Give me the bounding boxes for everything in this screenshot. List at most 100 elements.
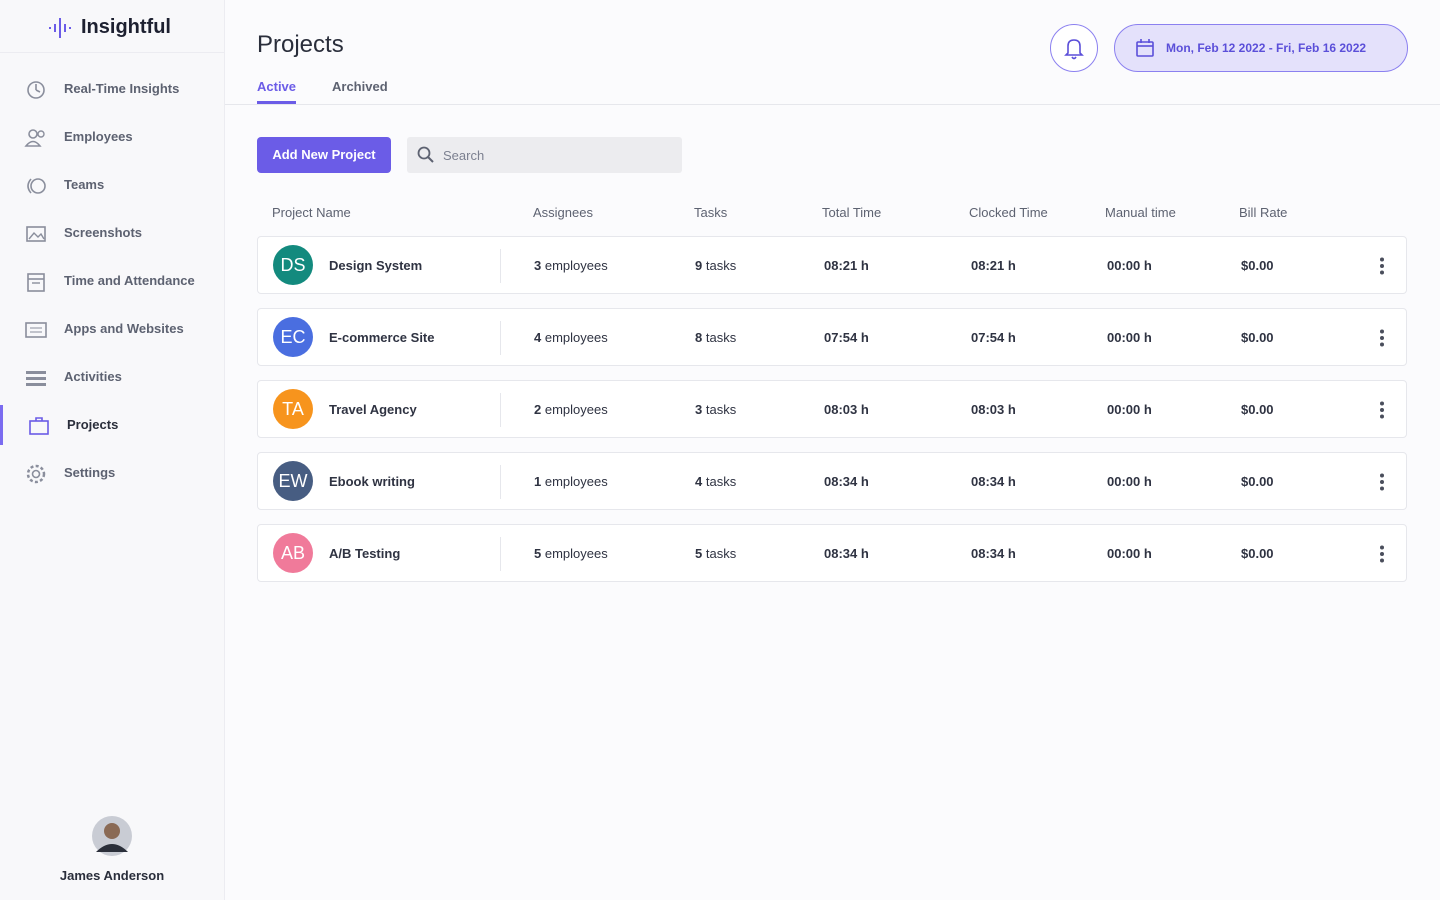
assignee-count: 1 [534,474,542,489]
project-avatar: AB [273,533,313,573]
date-range-button[interactable]: Mon, Feb 12 2022 - Fri, Feb 16 2022 [1114,24,1408,72]
assignee-count: 3 [534,258,542,273]
task-count: 9 [695,258,703,273]
nav-label: Screenshots [64,225,143,240]
column-header: Manual time [1105,205,1176,220]
assignee-unit: employees [544,474,608,489]
project-name: E-commerce Site [329,330,435,345]
divider [500,537,501,571]
column-header: Clocked Time [969,205,1048,220]
task-unit: tasks [705,546,737,561]
nav-label: Time and Attendance [64,273,195,288]
tab[interactable]: Active [257,79,297,104]
assignee-count: 4 [534,330,542,345]
project-row[interactable]: EC E-commerce Site 4 employees 8 tasks 07:54… [257,308,1407,366]
task-count: 3 [695,402,703,417]
nav-label: Settings [64,465,116,480]
divider [0,52,224,53]
task-count: 5 [695,546,703,561]
assignees: 3 employees [534,258,608,273]
total-time: 08:34 h [824,474,869,489]
column-header: Project Name [272,205,351,220]
nav-icon [29,417,49,435]
nav-label: Activities [64,369,122,384]
nav-item[interactable]: Employees [0,117,224,157]
nav-item[interactable]: Real-Time Insights [0,69,224,109]
nav-item[interactable]: Teams [0,165,224,205]
project-name: Design System [329,258,423,273]
manual-time: 00:00 h [1107,474,1152,489]
assignees: 5 employees [534,546,608,561]
task-unit: tasks [705,474,737,489]
project-row[interactable]: AB A/B Testing 5 employees 5 tasks 08:34 h 08… [257,524,1407,582]
task-unit: tasks [705,402,737,417]
task-unit: tasks [705,330,737,345]
divider [500,393,501,427]
row-menu[interactable] [1372,329,1392,347]
nav-item[interactable]: Activities [0,357,224,397]
project-name: Ebook writing [329,474,415,489]
assignees: 1 employees [534,474,608,489]
date-range: Mon, Feb 12 2022 - Fri, Feb 16 2022 [1166,41,1367,55]
bill-rate: $0.00 [1241,474,1274,489]
clocked-time: 08:21 h [971,258,1016,273]
nav-icon [26,226,46,242]
nav-label: Projects [67,417,119,432]
search-input[interactable]: Search [407,137,682,173]
project-row[interactable]: EW Ebook writing 1 employees 4 tasks 08:34 h… [257,452,1407,510]
row-menu[interactable] [1372,401,1392,419]
tab[interactable]: Archived [332,79,388,94]
project-name: Travel Agency [329,402,417,417]
nav-item[interactable]: Projects [0,405,224,445]
bill-rate: $0.00 [1241,546,1274,561]
total-time: 08:34 h [824,546,869,561]
row-menu[interactable] [1372,545,1392,563]
assignee-unit: employees [544,402,608,417]
project-name: A/B Testing [329,546,401,561]
brand: Insightful [81,16,171,38]
tasks: 3 tasks [695,402,736,417]
nav-item[interactable]: Settings [0,453,224,493]
column-header: Tasks [694,205,728,220]
project-row[interactable]: TA Travel Agency 2 employees 3 tasks 08:03 h… [257,380,1407,438]
bill-rate: $0.00 [1241,330,1274,345]
assignee-unit: employees [544,546,608,561]
divider [500,465,501,499]
search-placeholder: Search [443,148,485,163]
nav-label: Teams [64,177,105,192]
clocked-time: 08:34 h [971,474,1016,489]
nav-icon [27,273,45,292]
column-header: Assignees [533,205,593,220]
clocked-time: 08:03 h [971,402,1016,417]
row-menu[interactable] [1372,257,1392,275]
nav-icon [27,81,45,99]
task-count: 4 [695,474,703,489]
user-avatar [92,816,132,856]
tasks: 4 tasks [695,474,736,489]
button-label: Add New Project [272,147,376,162]
tasks: 8 tasks [695,330,736,345]
nav-item[interactable]: Screenshots [0,213,224,253]
column-header: Total Time [822,205,882,220]
divider [500,249,501,283]
page-title: Projects [257,31,344,58]
assignees: 2 employees [534,402,608,417]
manual-time: 00:00 h [1107,402,1152,417]
nav-item[interactable]: Apps and Websites [0,309,224,349]
assignee-count: 2 [534,402,542,417]
task-unit: tasks [705,258,737,273]
row-menu[interactable] [1372,473,1392,491]
nav-label: Employees [64,129,133,144]
add-project-button[interactable]: Add New Project [257,137,391,173]
manual-time: 00:00 h [1107,258,1152,273]
total-time: 07:54 h [824,330,869,345]
nav-icon [26,371,46,386]
logo-icon [49,18,71,38]
project-avatar: EW [273,461,313,501]
project-row[interactable]: DS Design System 3 employees 9 tasks 08:21 h… [257,236,1407,294]
total-time: 08:03 h [824,402,869,417]
nav-icon [26,464,46,484]
notifications-button[interactable] [1050,24,1098,72]
nav-item[interactable]: Time and Attendance [0,261,224,301]
